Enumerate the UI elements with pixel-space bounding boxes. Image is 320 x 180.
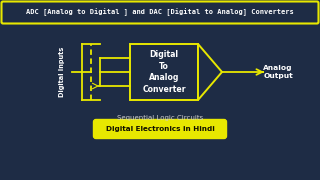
Text: Digital Electronics in Hindi: Digital Electronics in Hindi <box>106 126 214 132</box>
Text: Digital Inputs: Digital Inputs <box>59 47 65 97</box>
Text: Analog
Output: Analog Output <box>263 65 293 79</box>
Polygon shape <box>198 44 222 100</box>
FancyBboxPatch shape <box>2 1 318 24</box>
Text: Digital
To
Analog
Converter: Digital To Analog Converter <box>142 50 186 94</box>
FancyBboxPatch shape <box>93 120 227 138</box>
Bar <box>130 44 198 100</box>
Text: Sequential Logic Circuits: Sequential Logic Circuits <box>117 115 203 121</box>
Text: ADC [Analog to Digital ] and DAC [Digital to Analog] Converters: ADC [Analog to Digital ] and DAC [Digita… <box>26 9 294 16</box>
